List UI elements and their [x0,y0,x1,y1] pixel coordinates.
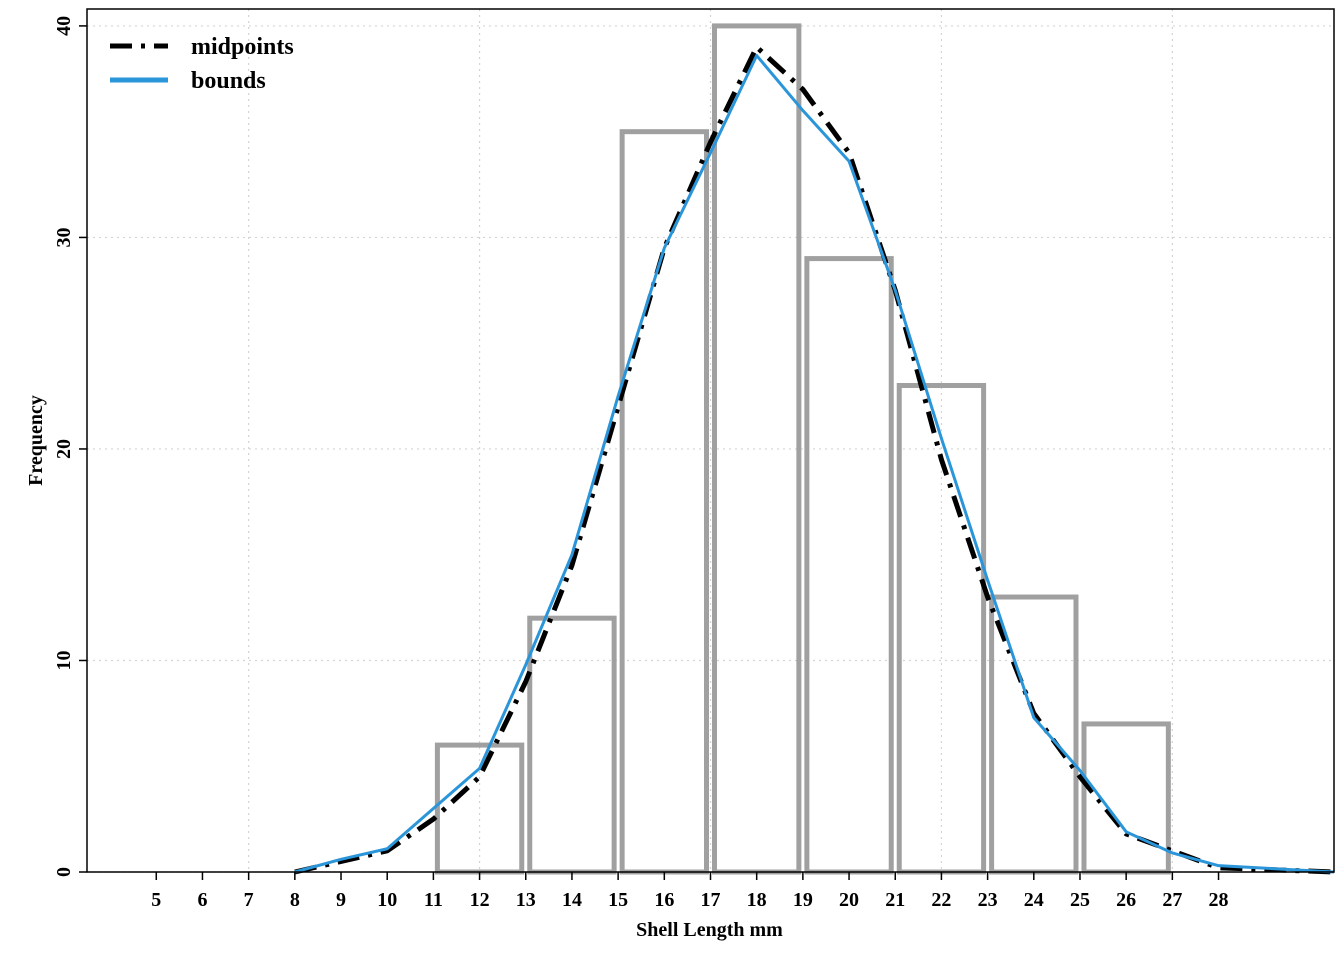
y-tick-label: 40 [53,16,75,36]
x-tick-label: 5 [151,889,161,911]
x-tick-label: 11 [424,889,443,911]
y-tick-label: 10 [53,650,75,670]
x-tick-label: 28 [1209,889,1229,911]
x-tick-label: 9 [336,889,346,911]
histogram-bar [804,256,894,875]
x-tick-label: 10 [377,889,397,911]
histogram-bar [1081,721,1171,875]
lines-layer [294,44,1335,875]
x-tick-label: 19 [793,889,813,911]
series-line-bounds [294,54,1335,874]
x-tick-label: 16 [654,889,674,911]
x-tick-label: 14 [562,889,582,911]
legend-label-bounds: bounds [191,68,266,94]
x-tick-label: 7 [244,889,254,911]
y-tick-label: 30 [53,227,75,247]
legend: midpoints bounds [110,34,294,94]
x-tick-label: 23 [978,889,998,911]
x-tick-label: 24 [1024,889,1044,911]
y-tick-label: 0 [53,867,75,877]
x-tick-label: 8 [290,889,300,911]
x-tick-label: 13 [516,889,536,911]
x-tick-label: 27 [1162,889,1182,911]
x-tick-label: 20 [839,889,859,911]
x-tick-label: 25 [1070,889,1090,911]
histogram-bar [527,615,617,875]
x-tick-label: 18 [747,889,767,911]
series-line-midpoints [294,44,1335,875]
x-axis-title: Shell Length mm [636,919,783,941]
x-tick-label: 12 [470,889,490,911]
x-tick-label: 26 [1116,889,1136,911]
x-tick-label: 22 [931,889,951,911]
x-tick-label: 15 [608,889,628,911]
histogram-bar [712,23,802,875]
y-axis-title: Frequency [25,395,47,486]
y-tick-label: 20 [53,439,75,459]
legend-label-midpoints: midpoints [191,34,294,60]
x-tick-label: 6 [197,889,207,911]
x-tick-label: 17 [701,889,721,911]
axes-layer: 5 6 7 8 9 10 11 12 13 14 15 16 17 18 19 20 21 22 23 24 25 26 2… [53,8,1335,911]
x-tick-label: 21 [885,889,905,911]
